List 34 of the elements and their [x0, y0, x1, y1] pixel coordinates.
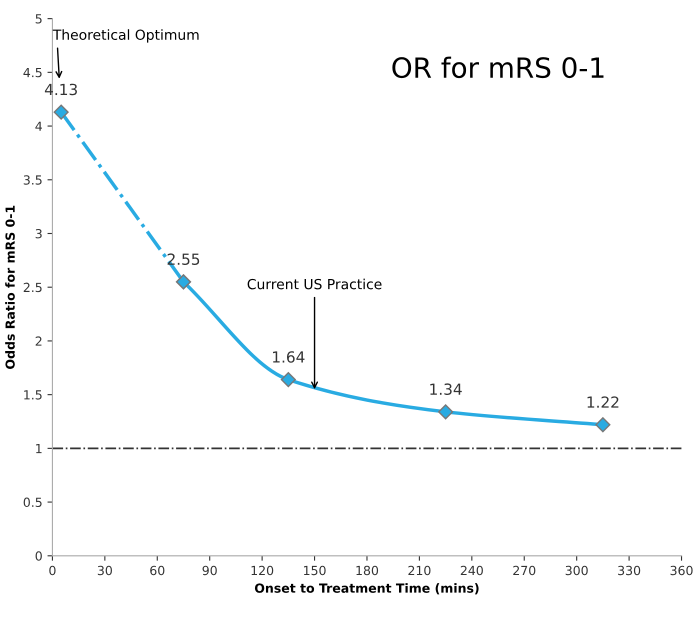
data-label: 4.13 [44, 84, 77, 96]
annotation: Theoretical Optimum [52, 29, 199, 43]
text: OR for mRS 0-1 [392, 56, 604, 78]
y-tick-label: 4 [35, 122, 42, 131]
y-axis-title: Odds Ratio for mRS 0-1 [5, 206, 15, 369]
x-tick-label: 360 [670, 566, 693, 576]
x-tick-label: 240 [460, 566, 483, 576]
annotation: Current US Practice [248, 278, 382, 290]
data-label: 1.22 [588, 396, 618, 408]
x-axis-title: Onset to Treatment Time (mins) [254, 583, 479, 594]
x-tick-label: 180 [356, 566, 378, 576]
y-tick-label: 0.5 [24, 498, 42, 508]
data-label: 1.34 [430, 383, 462, 395]
y-tick-label: 1.5 [24, 390, 42, 400]
x-tick-label: 270 [513, 566, 536, 576]
y-tick-label: 2 [36, 336, 42, 346]
data-label: 2.55 [168, 253, 200, 265]
y-tick-label: 4.5 [23, 68, 42, 78]
y-tick-label: 3.5 [24, 175, 42, 185]
y-tick-label: 0 [36, 551, 42, 561]
y-tick-label: 2.5 [24, 282, 42, 292]
y-tick-label: 3 [36, 228, 42, 238]
data-label: 1.64 [273, 351, 304, 363]
y-tick-label: 1 [36, 444, 42, 454]
y-tick-label: 5 [36, 14, 42, 24]
x-tick-label: 210 [408, 566, 430, 576]
x-tick-label: 90 [202, 566, 217, 576]
x-tick-label: 330 [618, 566, 640, 576]
x-tick-label: 300 [566, 566, 588, 576]
x-tick-label: 120 [252, 566, 274, 576]
x-tick-label: 60 [150, 566, 164, 576]
x-tick-label: 0 [49, 566, 56, 576]
x-tick-label: 150 [304, 566, 326, 576]
x-tick-label: 30 [98, 566, 112, 576]
